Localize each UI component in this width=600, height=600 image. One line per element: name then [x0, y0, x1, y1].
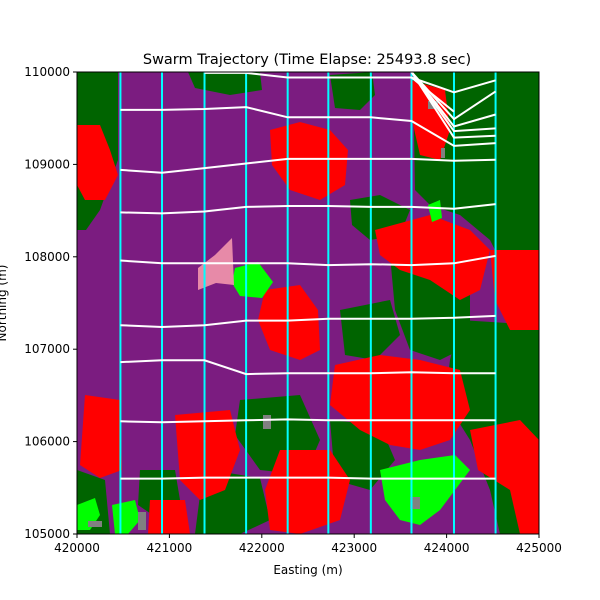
trajectory-line: [410, 72, 497, 121]
trajectory-line: [120, 314, 496, 329]
region-forest: [188, 72, 262, 95]
x-tick-label: 423000: [331, 541, 377, 555]
y-tick-label: 106000: [24, 435, 70, 449]
region-gray: [263, 415, 271, 429]
region-gray: [138, 512, 146, 530]
trajectory-line: [410, 72, 496, 139]
x-axis: 420000 421000 422000 423000 424000 425000: [54, 534, 562, 555]
region-green: [112, 500, 140, 534]
region-green: [428, 200, 442, 222]
y-tick-label: 109000: [24, 157, 70, 171]
y-tick-label: 107000: [24, 342, 70, 356]
trajectory-line: [120, 418, 496, 424]
region-red: [80, 395, 122, 478]
chart-title: Swarm Trajectory (Time Elapse: 25493.8 s…: [143, 52, 471, 68]
trajectories: [120, 72, 497, 480]
vertical-tracks: [119, 72, 497, 534]
x-axis-label: Easting (m): [273, 563, 342, 577]
x-tick-label: 421000: [146, 541, 192, 555]
region-red: [330, 355, 470, 450]
y-tick-label: 105000: [24, 527, 70, 541]
x-tick-label: 422000: [239, 541, 285, 555]
region-forest: [330, 72, 375, 110]
x-tick-label: 420000: [54, 541, 100, 555]
trajectory-line: [120, 157, 496, 174]
region-red: [148, 500, 190, 534]
trajectory-line: [410, 72, 496, 133]
y-axis-label: Northing (m): [0, 265, 9, 342]
region-green: [380, 455, 470, 525]
trajectory-line: [120, 106, 496, 147]
plot-area: [77, 72, 539, 534]
y-tick-label: 108000: [24, 250, 70, 264]
trajectory-line: [120, 359, 496, 376]
region-gray: [441, 148, 445, 158]
region-green: [232, 262, 273, 298]
trajectory-line: [120, 203, 496, 215]
x-tick-label: 425000: [516, 541, 562, 555]
y-axis: 105000 106000 107000 108000 109000 110000: [24, 65, 77, 541]
region-red: [490, 250, 539, 330]
region-red: [77, 125, 118, 200]
trajectory-line: [120, 476, 496, 480]
trajectory-line: [204, 72, 496, 94]
y-tick-label: 110000: [24, 65, 70, 79]
trajectory-line: [120, 254, 496, 267]
region-red: [470, 420, 539, 534]
x-tick-label: 424000: [424, 541, 470, 555]
region-gray: [410, 497, 420, 509]
plot-frame: [76, 71, 540, 535]
region-red: [375, 215, 490, 300]
region-red: [258, 285, 320, 360]
region-gray: [88, 521, 102, 527]
